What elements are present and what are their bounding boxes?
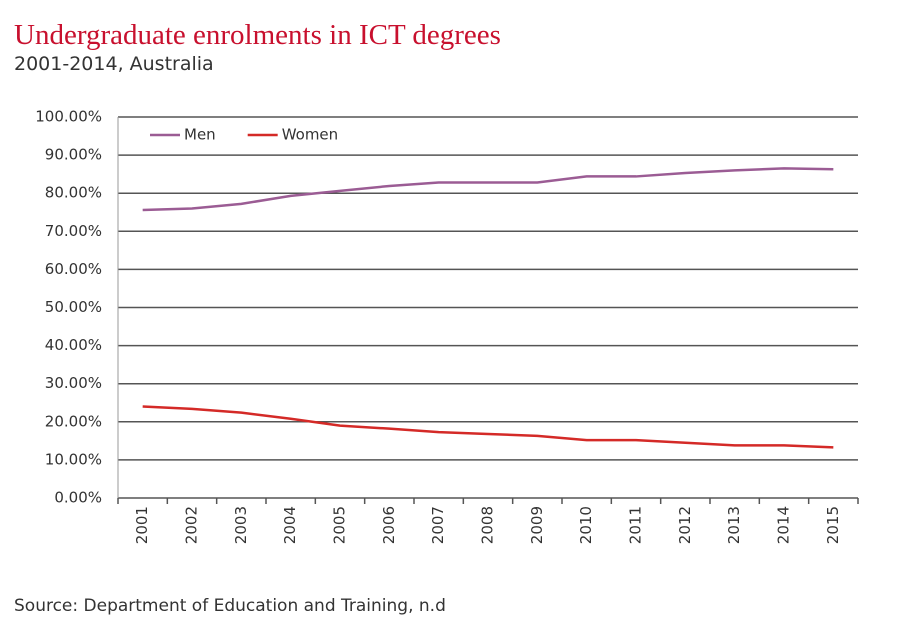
series-line: [142, 405, 834, 449]
x-tick-label: 2011: [627, 506, 645, 544]
x-tick-label: 2009: [528, 506, 546, 544]
x-tick-label: 2002: [183, 506, 201, 544]
x-tick-label: 2013: [725, 506, 743, 544]
x-tick-label: 2014: [775, 506, 793, 544]
x-tick-label: 2015: [824, 506, 842, 544]
y-tick-label: 10.00%: [45, 450, 102, 468]
legend-label: Men: [184, 126, 216, 144]
y-tick-label: 90.00%: [45, 146, 102, 164]
y-tick-label: 30.00%: [45, 374, 102, 392]
chart-title: Undergraduate enrolments in ICT degrees: [14, 19, 501, 51]
source-note: Source: Department of Education and Trai…: [14, 596, 446, 616]
y-tick-label: 70.00%: [45, 222, 102, 240]
x-tick-label: 2003: [232, 506, 250, 544]
y-tick-label: 60.00%: [45, 260, 102, 278]
y-tick-label: 100.00%: [35, 108, 102, 126]
x-tick-label: 2005: [331, 506, 349, 544]
series-line: [142, 167, 834, 212]
x-tick-label: 2008: [479, 506, 497, 544]
x-tick-label: 2001: [133, 506, 151, 544]
x-tick-label: 2010: [577, 506, 595, 544]
chart-subtitle: 2001-2014, Australia: [14, 53, 214, 75]
y-tick-label: 50.00%: [45, 298, 102, 316]
y-tick-label: 40.00%: [45, 336, 102, 354]
x-tick-label: 2007: [429, 506, 447, 544]
x-tick-label: 2012: [676, 506, 694, 544]
legend-label: Women: [282, 126, 338, 144]
y-tick-label: 20.00%: [45, 412, 102, 430]
x-tick-label: 2004: [281, 506, 299, 544]
y-tick-label: 80.00%: [45, 184, 102, 202]
x-tick-label: 2006: [380, 506, 398, 544]
y-tick-label: 0.00%: [54, 489, 102, 507]
